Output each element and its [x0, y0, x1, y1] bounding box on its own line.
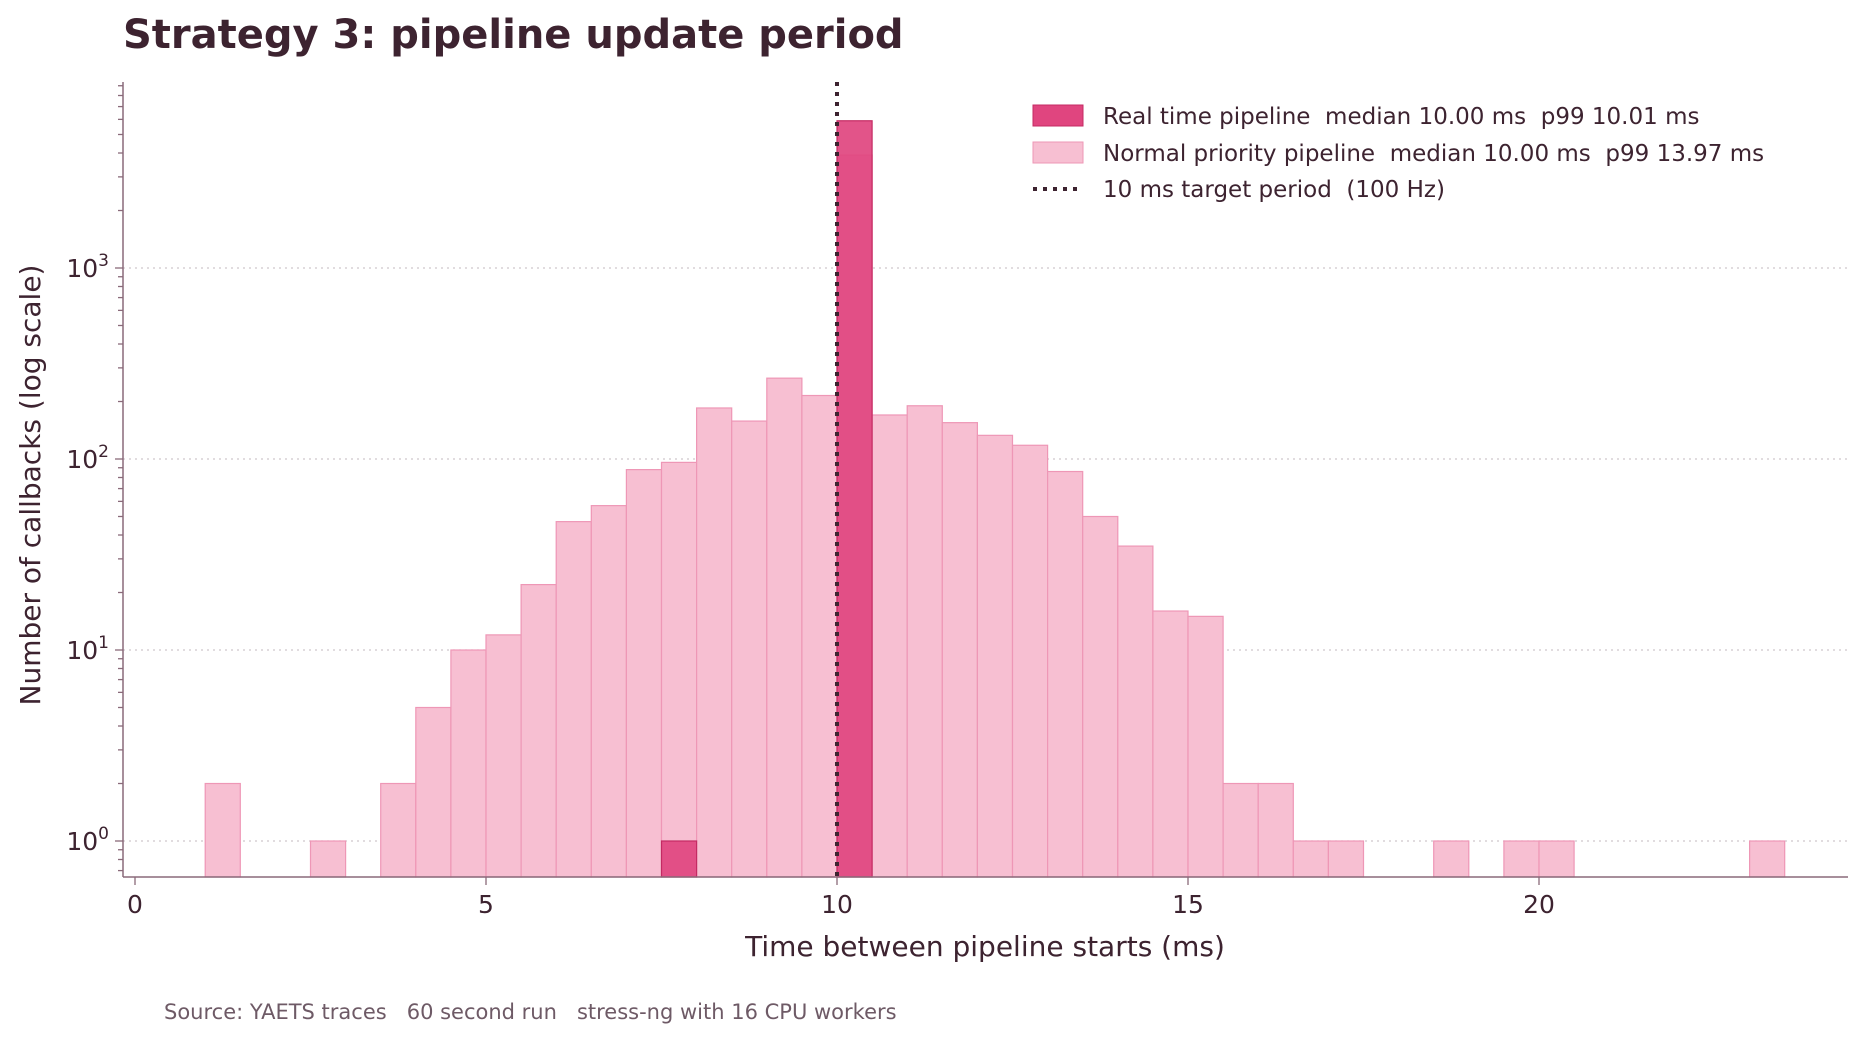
normal-priority-bar: [485, 634, 522, 878]
source-note: Source: YAETS traces 60 second run stres…: [164, 1000, 897, 1024]
y-tick-label: 103: [66, 251, 109, 283]
normal-priority-bar: [625, 469, 663, 878]
legend-swatch-real-time: [1032, 104, 1084, 127]
normal-priority-bar: [1152, 610, 1189, 878]
normal-priority-bar: [1538, 840, 1575, 878]
y-tick-label: 101: [66, 633, 109, 665]
y-tick-label: 102: [66, 442, 109, 474]
chart-title: Strategy 3: pipeline update period: [123, 12, 904, 58]
normal-priority-bar: [415, 706, 452, 878]
normal-priority-bar: [801, 394, 838, 878]
y-axis-title: Number of callbacks (log scale): [14, 265, 47, 706]
normal-priority-bar: [1187, 615, 1224, 878]
normal-priority-bar: [204, 782, 241, 878]
normal-priority-bar: [1257, 782, 1294, 878]
normal-priority-bar: [555, 521, 592, 878]
normal-priority-bar: [309, 840, 347, 878]
x-tick-label: 20: [1523, 890, 1555, 919]
x-tick-label: 10: [821, 890, 853, 919]
normal-priority-bar: [1327, 840, 1365, 878]
normal-priority-bar: [906, 405, 943, 878]
normal-priority-bar: [976, 434, 1014, 878]
normal-priority-bar: [1503, 840, 1540, 878]
normal-priority-bar: [871, 414, 908, 878]
normal-priority-bar: [1011, 444, 1049, 878]
normal-priority-bar: [1082, 515, 1119, 878]
normal-priority-bars: [204, 154, 1786, 878]
normal-priority-bar: [941, 422, 978, 878]
normal-priority-bar: [380, 782, 417, 878]
normal-priority-bar: [1748, 840, 1786, 878]
normal-priority-bar: [731, 420, 768, 878]
x-tick-label: 15: [1172, 890, 1204, 919]
x-tick-label: 5: [478, 890, 494, 919]
legend-label-target: 10 ms target period (100 Hz): [1103, 177, 1445, 203]
normal-priority-bar: [1117, 545, 1154, 878]
legend-swatch-normal: [1032, 141, 1084, 164]
y-tick-label: 100: [66, 824, 109, 856]
normal-priority-bar: [450, 649, 487, 878]
normal-priority-bar: [1222, 782, 1259, 878]
normal-priority-bar: [1046, 470, 1084, 878]
normal-priority-bar: [766, 377, 803, 878]
real-time-bar: [660, 840, 698, 878]
normal-priority-bar: [1292, 840, 1330, 878]
x-axis-title: Time between pipeline starts (ms): [744, 930, 1225, 963]
x-tick-label: 0: [127, 890, 143, 919]
normal-priority-bar: [520, 583, 557, 878]
normal-priority-bar: [695, 407, 733, 878]
legend: Real time pipeline median 10.00 ms p99 1…: [1032, 104, 1764, 203]
real-time-bar: [836, 120, 873, 878]
normal-priority-bar: [1433, 840, 1470, 878]
tick-labels: 0 5 10 15 20 100 101 102 103: [66, 251, 1555, 919]
real-time-bars: [660, 120, 873, 878]
legend-label-normal: Normal priority pipeline median 10.00 ms…: [1103, 141, 1764, 167]
normal-priority-bar: [590, 505, 627, 878]
axes: [115, 82, 1848, 885]
legend-label-real-time: Real time pipeline median 10.00 ms p99 1…: [1103, 104, 1699, 130]
normal-priority-bar: [660, 461, 698, 878]
